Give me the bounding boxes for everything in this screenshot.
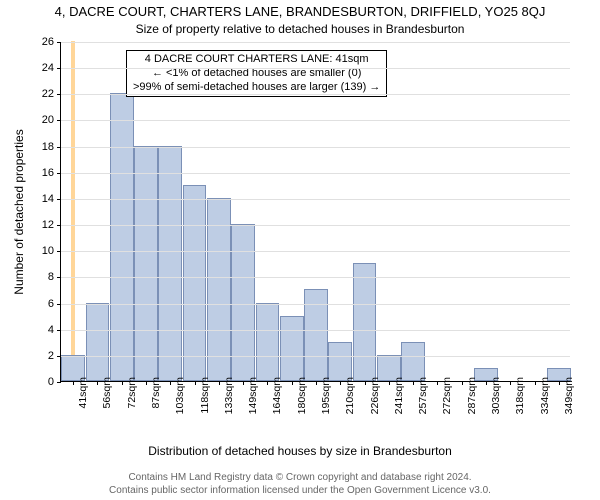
bar xyxy=(231,224,255,381)
x-tick-label: 56sqm xyxy=(101,377,113,409)
bar xyxy=(134,146,158,381)
y-tick-label: 12 xyxy=(42,219,54,231)
x-tick-label: 195sqm xyxy=(320,377,332,414)
x-tick-label: 41sqm xyxy=(77,377,89,409)
annotation-line-1: 4 DACRE COURT CHARTERS LANE: 41sqm xyxy=(133,53,380,67)
bar xyxy=(158,146,182,381)
y-tick-label: 20 xyxy=(42,114,54,126)
x-tick-label: 303sqm xyxy=(490,377,502,414)
y-tick-label: 14 xyxy=(42,193,54,205)
x-tick-label: 118sqm xyxy=(199,377,211,414)
y-tick-label: 10 xyxy=(42,245,54,257)
y-tick-label: 26 xyxy=(42,36,54,48)
annotation-box: 4 DACRE COURT CHARTERS LANE: 41sqm ← <1%… xyxy=(126,50,387,97)
footer-line-1: Contains HM Land Registry data © Crown c… xyxy=(0,472,600,485)
chart-title: 4, DACRE COURT, CHARTERS LANE, BRANDESBU… xyxy=(0,4,600,19)
y-tick-label: 4 xyxy=(48,324,54,336)
x-tick-label: 133sqm xyxy=(223,377,235,414)
x-tick-label: 318sqm xyxy=(514,377,526,414)
x-tick-label: 349sqm xyxy=(563,377,575,414)
footer-attribution: Contains HM Land Registry data © Crown c… xyxy=(0,472,600,497)
chart-subtitle: Size of property relative to detached ho… xyxy=(0,22,600,36)
x-tick-label: 334sqm xyxy=(539,377,551,414)
annotation-line-3: >99% of semi-detached houses are larger … xyxy=(133,81,380,95)
bar xyxy=(256,303,280,381)
bar xyxy=(183,185,207,381)
y-tick-label: 8 xyxy=(48,271,54,283)
y-tick-label: 22 xyxy=(42,88,54,100)
y-tick-label: 2 xyxy=(48,350,54,362)
x-tick-label: 241sqm xyxy=(393,377,405,414)
bar xyxy=(280,316,304,381)
bar xyxy=(328,342,352,381)
x-tick-label: 180sqm xyxy=(296,377,308,414)
y-tick-label: 16 xyxy=(42,167,54,179)
y-tick-label: 24 xyxy=(42,62,54,74)
x-tick-label: 72sqm xyxy=(126,377,138,409)
x-tick-label: 149sqm xyxy=(247,377,259,414)
bar xyxy=(353,263,377,381)
x-tick-label: 287sqm xyxy=(466,377,478,414)
x-tick-label: 164sqm xyxy=(271,377,283,414)
x-tick-label: 272sqm xyxy=(441,377,453,414)
x-tick-label: 257sqm xyxy=(417,377,429,414)
y-tick-label: 0 xyxy=(48,376,54,388)
x-tick-label: 210sqm xyxy=(344,377,356,414)
bar xyxy=(110,93,134,381)
y-tick-label: 6 xyxy=(48,298,54,310)
plot-area: 4 DACRE COURT CHARTERS LANE: 41sqm ← <1%… xyxy=(60,42,570,382)
histogram-chart: 4, DACRE COURT, CHARTERS LANE, BRANDESBU… xyxy=(0,0,600,500)
x-tick-label: 226sqm xyxy=(369,377,381,414)
footer-line-2: Contains public sector information licen… xyxy=(0,485,600,498)
x-tick-label: 87sqm xyxy=(150,377,162,409)
x-axis-title: Distribution of detached houses by size … xyxy=(0,444,600,458)
bar xyxy=(86,303,110,381)
y-tick-label: 18 xyxy=(42,141,54,153)
x-tick-label: 103sqm xyxy=(174,377,186,414)
bar xyxy=(401,342,425,381)
